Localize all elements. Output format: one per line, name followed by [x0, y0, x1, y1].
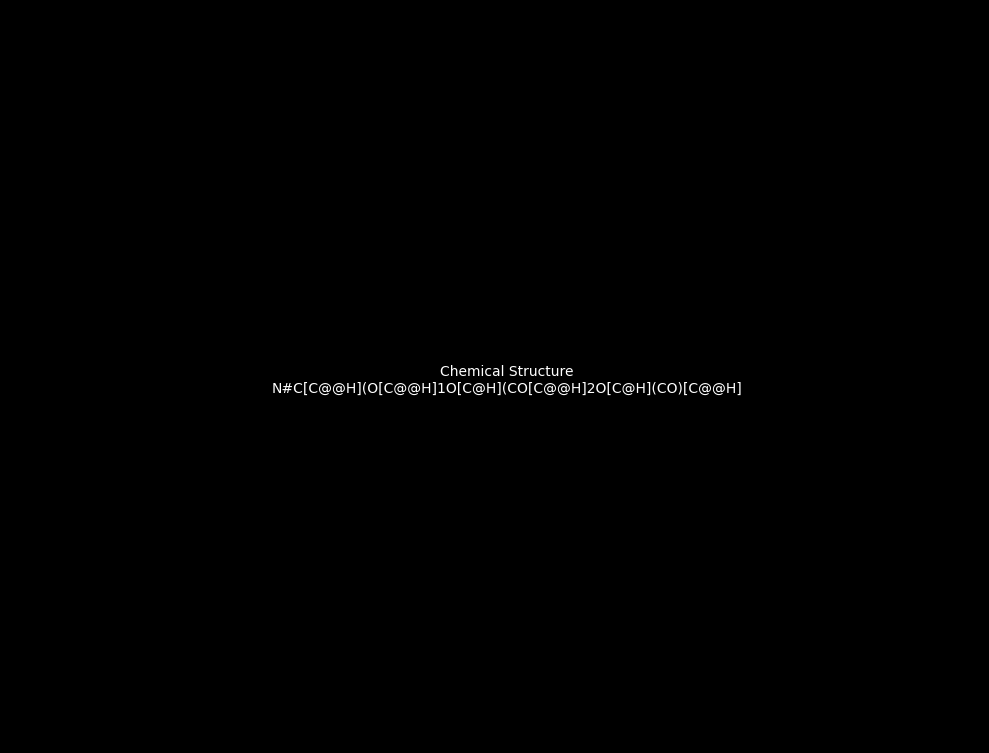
Text: Chemical Structure
N#C[C@@H](O[C@@H]1O[C@H](CO[C@@H]2O[C@H](CO)[C@@H]: Chemical Structure N#C[C@@H](O[C@@H]1O[C… [272, 365, 742, 395]
